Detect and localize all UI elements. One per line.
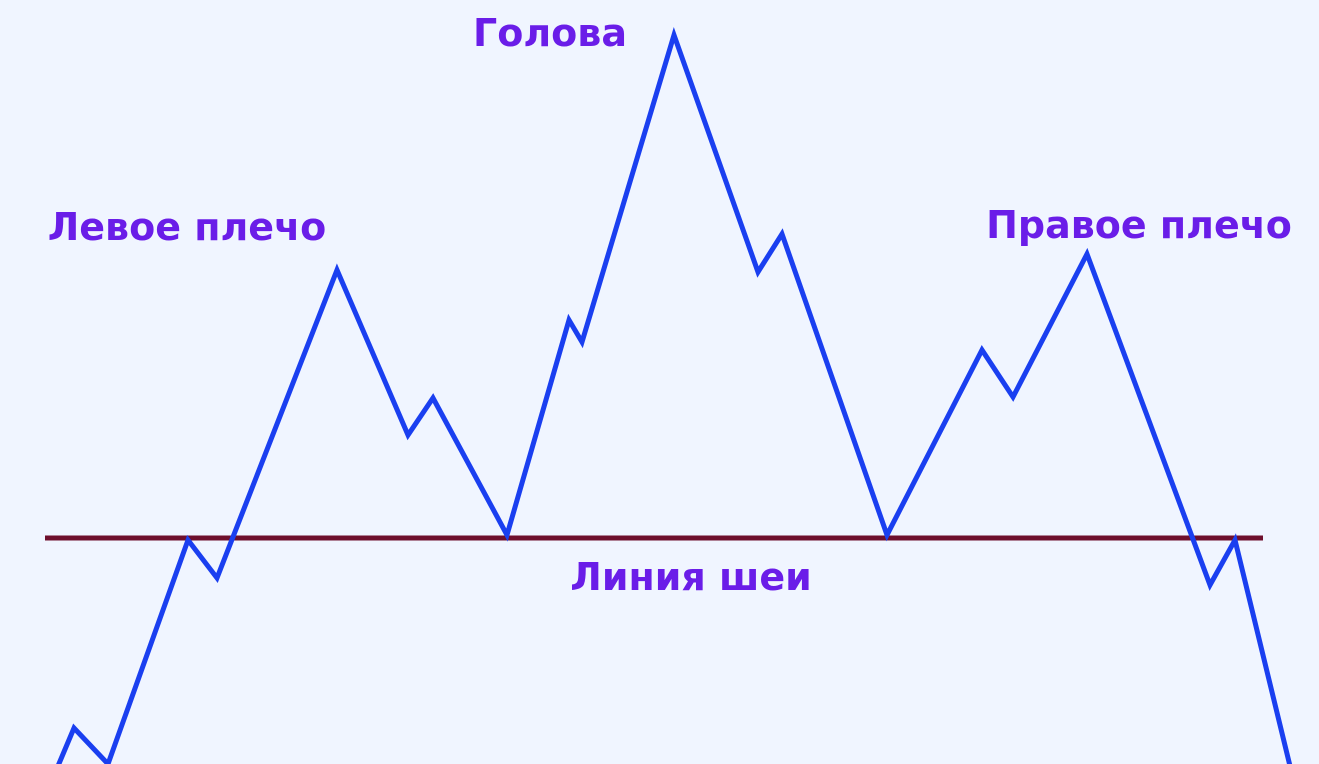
- left-shoulder-label: Левое плечо: [48, 205, 327, 249]
- neckline-label: Линия шеи: [570, 555, 811, 599]
- price-line: [56, 26, 1293, 764]
- head-label: Голова: [473, 11, 627, 55]
- right-shoulder-label: Правое плечо: [986, 203, 1292, 247]
